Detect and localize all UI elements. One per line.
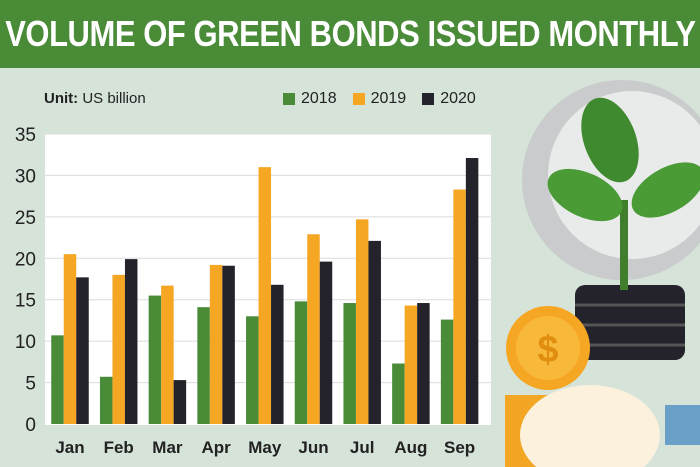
- x-tick-label: Apr: [201, 438, 231, 457]
- x-tick-label: Jan: [55, 438, 84, 457]
- bar-2019-Mar: [161, 285, 174, 424]
- money-bag-icon: [520, 385, 660, 467]
- bar-2018-Sep: [440, 319, 454, 424]
- legend: 2018 2019 2020: [283, 90, 476, 108]
- legend-item-2019: 2019: [352, 90, 407, 108]
- y-tick-label: 35: [15, 125, 36, 146]
- bar-2018-Jan: [51, 335, 64, 424]
- legend-swatch: [422, 93, 435, 105]
- bar-2018-May: [246, 316, 259, 424]
- x-tick-label: Jul: [350, 438, 375, 457]
- x-tick-label: May: [248, 438, 282, 457]
- bar-2018-Apr: [197, 307, 210, 424]
- bar-2020-Feb: [124, 259, 138, 424]
- x-tick-label: Sep: [444, 438, 475, 457]
- bar-2019-May: [258, 167, 272, 424]
- y-tick-label: 20: [15, 249, 36, 270]
- bar-2018-Jul: [343, 303, 356, 424]
- bar-2020-Jan: [76, 277, 89, 424]
- chart-title: VOLUME OF GREEN BONDS ISSUED MONTHLY: [4, 13, 696, 54]
- bar-2020-Aug: [417, 303, 430, 424]
- bar-2019-Jul: [355, 219, 369, 424]
- x-tick-label: Mar: [152, 438, 183, 457]
- bar-2019-Aug: [404, 305, 418, 424]
- bar-2020-Mar: [173, 380, 187, 424]
- legend-swatch: [352, 93, 365, 105]
- bar-2018-Mar: [148, 295, 162, 424]
- bar-2019-Jun: [307, 234, 320, 424]
- y-tick-label: 30: [15, 166, 36, 187]
- leaf-icon: [547, 168, 623, 222]
- legend-swatch: [283, 93, 295, 105]
- bar-2020-Jun: [319, 261, 333, 424]
- y-tick-label: 0: [25, 415, 36, 436]
- bar-2018-Aug: [392, 363, 405, 424]
- bulb-base: [575, 285, 685, 360]
- y-tick-label: 10: [15, 332, 36, 353]
- title-banner: VOLUME OF GREEN BONDS ISSUED MONTHLY: [0, 0, 700, 68]
- illustration: $: [505, 80, 700, 467]
- leaf-icon: [581, 97, 639, 183]
- bar-2019-Sep: [453, 189, 466, 424]
- unit-label: Unit: US billion: [44, 90, 146, 107]
- bar-2020-Apr: [222, 265, 235, 424]
- legend-label: 2019: [370, 90, 407, 107]
- x-tick-label: Jun: [298, 438, 328, 457]
- bar-2018-Jun: [294, 301, 308, 424]
- x-tick-label: Aug: [394, 438, 427, 457]
- plant-stem: [620, 200, 628, 290]
- legend-item-2020: 2020: [422, 90, 476, 108]
- bar-2018-Feb: [99, 376, 113, 424]
- x-tick-label: Feb: [104, 438, 134, 457]
- svg-text:$: $: [537, 329, 558, 371]
- legend-label: 2020: [440, 90, 476, 107]
- bar-2019-Jan: [63, 254, 77, 424]
- bar-2019-Feb: [112, 274, 125, 424]
- leaf-icon: [631, 162, 700, 218]
- unit-value: US billion: [82, 90, 146, 107]
- y-tick-label: 5: [25, 374, 36, 395]
- bar-2020-May: [271, 284, 284, 424]
- bar-2019-Apr: [209, 264, 223, 424]
- bar-2020-Sep: [465, 158, 479, 424]
- legend-label: 2018: [301, 90, 337, 107]
- y-tick-label: 25: [15, 208, 36, 229]
- y-tick-label: 15: [15, 291, 36, 312]
- unit-key: Unit:: [44, 90, 79, 107]
- bar-2020-Jul: [368, 240, 381, 424]
- solar-panel-icon: [665, 405, 700, 445]
- legend-item-2018: 2018: [283, 90, 337, 108]
